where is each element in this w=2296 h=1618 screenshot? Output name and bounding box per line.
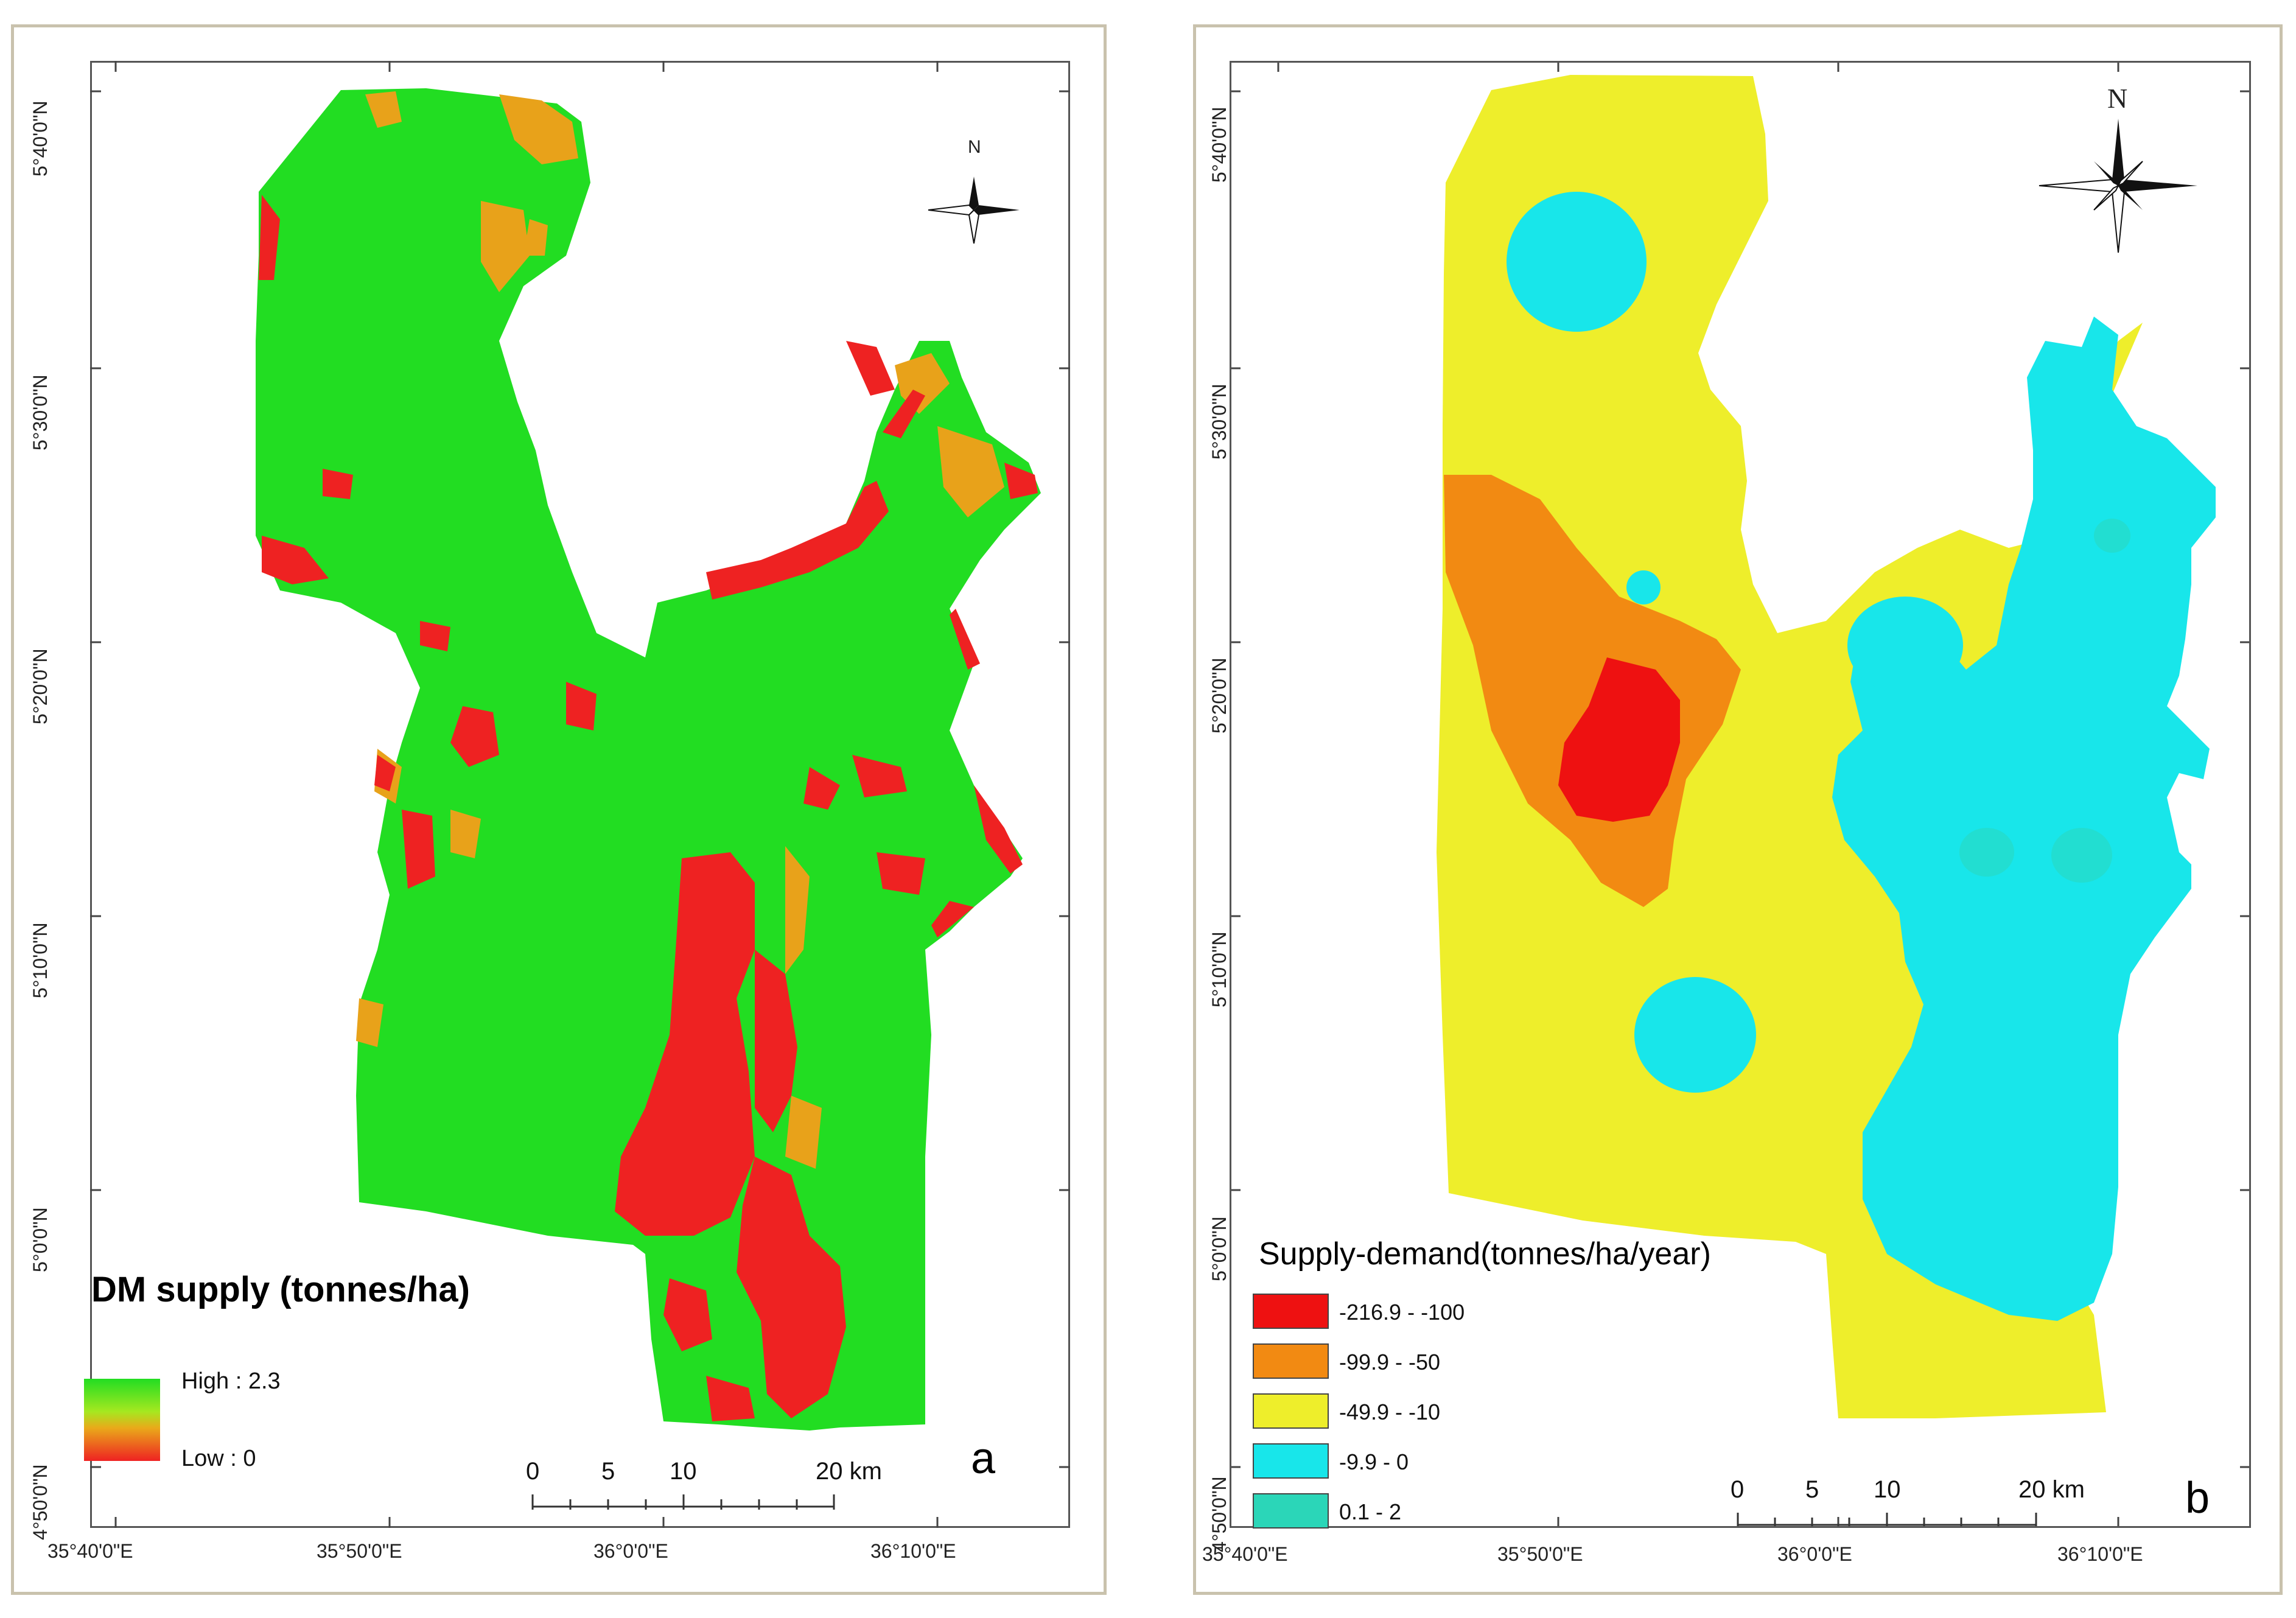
panel-b-orange-zone — [1444, 475, 1741, 907]
panel-a-medium-patches — [356, 91, 1004, 1169]
panel-b-legend-swatch — [1253, 1294, 1329, 1329]
panel-b-legend-label: -49.9 - -10 — [1339, 1399, 1441, 1424]
panel-a-outer-frame — [11, 24, 1107, 1595]
panel-a-lon-label: 35°40'0"E — [47, 1540, 133, 1562]
panel-b-north-label: N — [2107, 83, 2128, 114]
panel-b-lat-label: 5°30'0"N — [1208, 383, 1230, 460]
panel-b-scale-label: 10 — [1874, 1476, 1901, 1503]
panel-b-lat-label: 4°50'0"N — [1208, 1476, 1230, 1552]
panel-b-lon-label: 36°0'0"E — [1777, 1543, 1852, 1565]
panel-b-lat-label: 5°0'0"N — [1208, 1216, 1230, 1281]
panel-b-scale-label: 0 — [1731, 1476, 1745, 1503]
panel-b-legend-swatch — [1253, 1443, 1329, 1479]
panel-b-legend-label: -9.9 - 0 — [1339, 1449, 1409, 1474]
panel-b-legend-label: 0.1 - 2 — [1339, 1499, 1402, 1524]
panel-a-letter: a — [971, 1434, 996, 1483]
panel-b-north-arrow-icon — [2039, 119, 2197, 253]
panel-b-legend-swatch — [1253, 1393, 1329, 1429]
panel-a-legend-low: Low : 0 — [181, 1446, 256, 1471]
panel-b-cyan-spots — [1507, 192, 1963, 1093]
panel-a-supply-region — [256, 88, 1041, 1431]
panel-a-legend-high: High : 2.3 — [181, 1368, 281, 1394]
panel-b-map-frame — [1230, 61, 2251, 1528]
panel-b-red-zone — [1558, 657, 1680, 822]
panel-b-legend-label: -216.9 - -100 — [1339, 1300, 1465, 1325]
panel-b-lat-label: 5°10'0"N — [1208, 931, 1230, 1007]
panel-b-legend-swatch — [1253, 1493, 1329, 1529]
panel-a-legend-title: DM supply (tonnes/ha) — [91, 1270, 470, 1309]
panel-a-scale-label: 5 — [601, 1458, 615, 1485]
panel-a-north-arrow-icon — [928, 177, 1020, 244]
panel-b-legend-swatch — [1253, 1343, 1329, 1379]
panel-a-lon-label: 36°10'0"E — [870, 1540, 956, 1562]
panel-b-lon-label: 35°50'0"E — [1497, 1543, 1583, 1565]
panel-b-lat-label: 5°20'0"N — [1208, 657, 1230, 734]
panel-b-teal-spots — [1959, 519, 2130, 883]
panel-b-outer-frame — [1193, 24, 2283, 1595]
panel-b-scale-label: 5 — [1805, 1476, 1819, 1503]
panel-b-letter: b — [2185, 1474, 2210, 1522]
panel-a-scale-label: 10 — [670, 1458, 697, 1485]
panel-a-scale-bar — [531, 1494, 835, 1510]
panel-a-lon-label: 35°50'0"E — [317, 1540, 402, 1562]
panel-b-lon-label: 36°10'0"E — [2057, 1543, 2143, 1565]
panel-a-north-label: N — [968, 137, 981, 157]
panel-b-lat-label: 5°40'0"N — [1208, 107, 1230, 183]
panel-a-scale-label: 20 km — [816, 1458, 882, 1485]
panel-a-map-frame — [90, 61, 1070, 1528]
panel-a-lon-label: 36°0'0"E — [593, 1540, 668, 1562]
panel-b-legend-label: -99.9 - -50 — [1339, 1350, 1441, 1375]
panel-a-legend-ramp — [84, 1379, 160, 1461]
panel-a-low-patches — [259, 195, 1038, 1421]
panel-b-lon-label: 35°40'0"E — [1202, 1543, 1288, 1565]
panel-b-scale-label: 20 km — [2018, 1476, 2085, 1503]
panel-b-cyan-east — [1832, 317, 2216, 1321]
panel-a-scale-label: 0 — [526, 1458, 540, 1485]
panel-b-legend-title: Supply-demand(tonnes/ha/year) — [1259, 1236, 1711, 1272]
